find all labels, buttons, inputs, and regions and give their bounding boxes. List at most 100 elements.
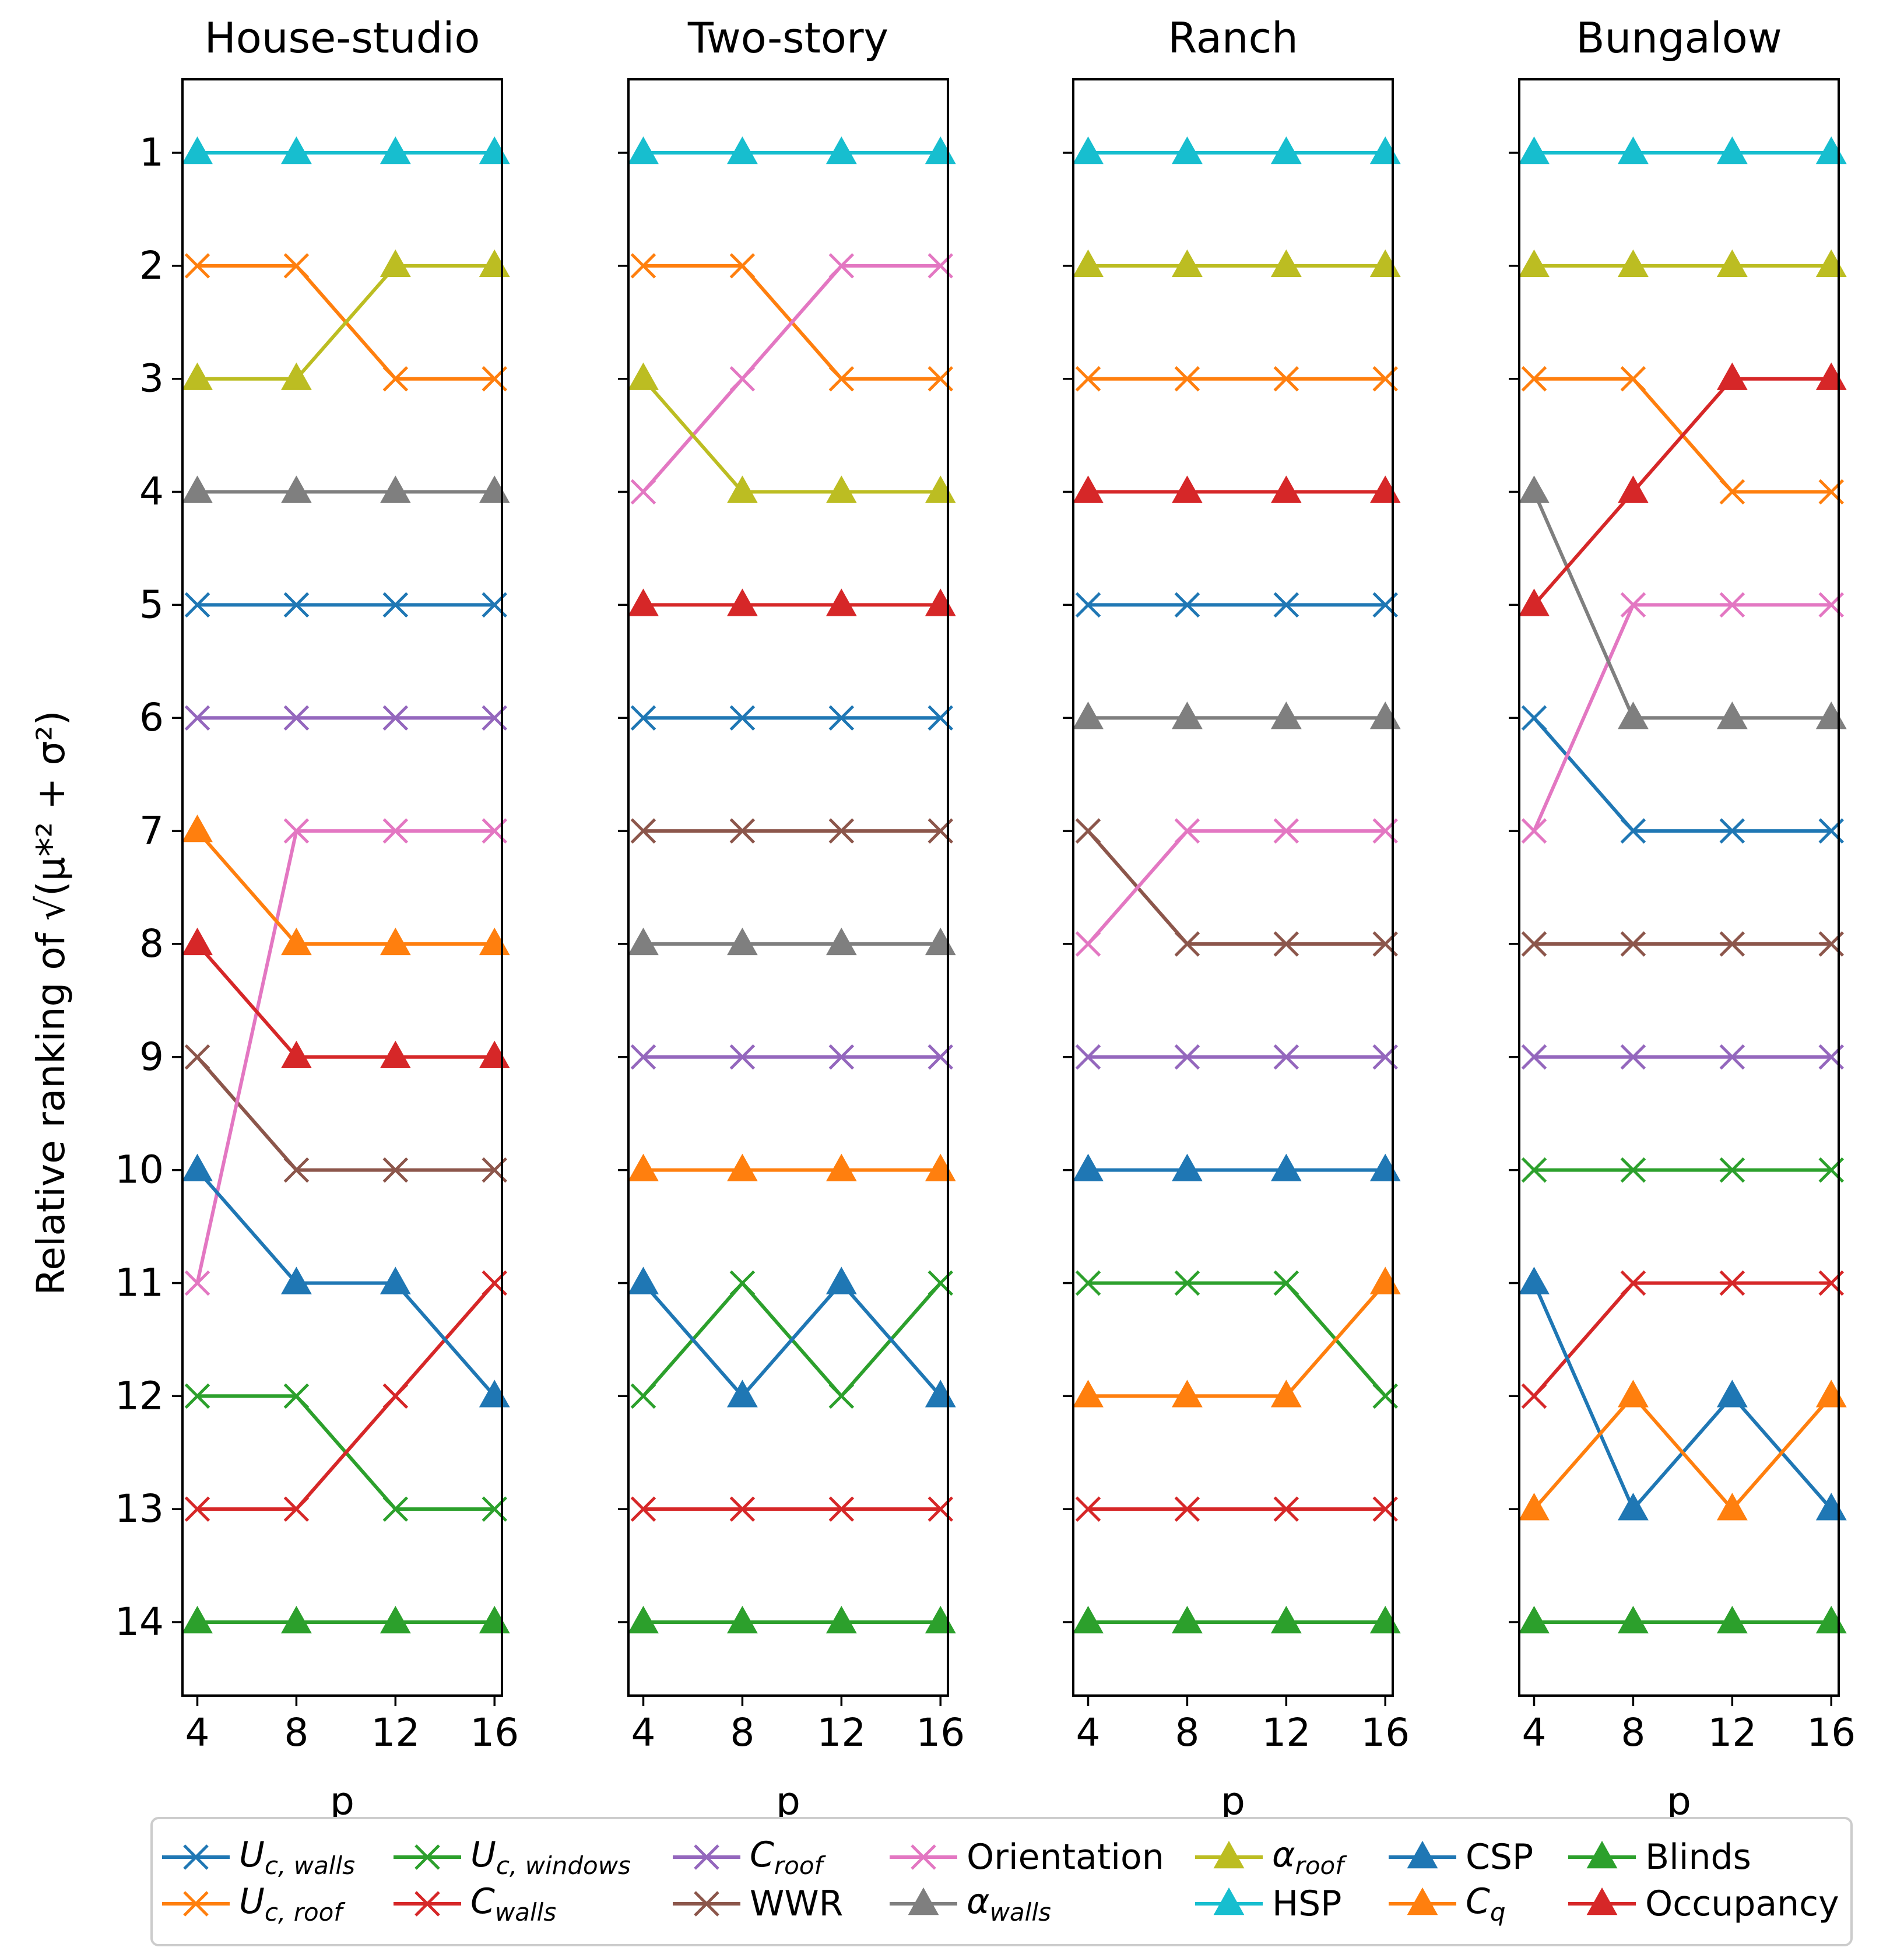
data-point <box>630 818 656 844</box>
legend-marker <box>1586 1887 1618 1915</box>
data-point <box>925 1605 956 1634</box>
data-point <box>1519 249 1550 278</box>
y-tick-label: 1 <box>139 130 164 175</box>
data-point <box>825 1153 857 1181</box>
data-point <box>182 927 213 956</box>
series-u-c-walls <box>630 705 954 731</box>
data-point <box>1521 705 1547 731</box>
data-point <box>382 366 409 392</box>
series-hsp <box>628 136 956 164</box>
data-point <box>1075 931 1101 957</box>
data-point <box>1174 931 1200 957</box>
data-point <box>825 588 857 616</box>
data-point <box>1620 931 1646 957</box>
legend-swatch <box>1195 1840 1263 1869</box>
series-csp <box>1073 1153 1401 1181</box>
data-point <box>630 1044 656 1070</box>
y-tick-label: 4 <box>139 469 164 514</box>
data-point <box>184 1383 210 1409</box>
data-point <box>1273 592 1299 618</box>
series-u-c-windows <box>1075 1270 1399 1409</box>
x-tick-label: 12 <box>1262 1710 1311 1755</box>
data-point <box>479 1040 510 1068</box>
data-point <box>1618 136 1649 164</box>
series-c-q <box>1073 1266 1401 1408</box>
data-point <box>1172 249 1203 278</box>
series-c-q <box>182 815 510 956</box>
data-point <box>825 1605 857 1634</box>
legend-marker <box>1213 1887 1245 1915</box>
data-point <box>281 136 312 164</box>
data-point <box>1273 1044 1299 1070</box>
panel-title: House-studio <box>205 13 480 62</box>
panel-3: Ranch 4 8 12 16 p <box>1063 13 1410 1824</box>
series-u-c-windows <box>1521 1157 1845 1183</box>
y-axis-label-text: Relative ranking of √(μ*² + σ²) <box>29 711 73 1296</box>
data-point <box>925 588 956 616</box>
data-point <box>1719 1157 1745 1183</box>
data-point <box>281 475 312 503</box>
data-point <box>828 366 855 392</box>
data-point <box>1172 475 1203 503</box>
series-line <box>1533 377 1832 606</box>
panel-frame <box>181 78 503 1697</box>
legend-label: Cq <box>1466 1881 1506 1927</box>
series-c-roof <box>1075 1044 1399 1070</box>
series-line <box>1533 1281 1832 1398</box>
data-point <box>1815 362 1847 390</box>
series-line <box>1533 1394 1833 1511</box>
series-line <box>1087 830 1386 946</box>
legend-marker <box>1213 1840 1245 1869</box>
data-point <box>1270 701 1302 729</box>
data-point <box>1172 701 1203 729</box>
data-point <box>1716 362 1748 390</box>
x-tick-label: 16 <box>916 1710 965 1755</box>
data-point <box>1075 1270 1101 1296</box>
y-tick-label: 9 <box>139 1034 164 1079</box>
series-occupancy <box>628 588 956 616</box>
data-point <box>828 253 855 279</box>
series-wwr <box>184 1044 508 1183</box>
data-point <box>1519 1605 1550 1634</box>
series-wwr <box>630 818 954 844</box>
data-point <box>479 136 510 164</box>
data-point <box>1270 1380 1302 1408</box>
legend-item-c-roof: Croof <box>672 1834 823 1880</box>
data-point <box>1521 818 1547 844</box>
series-line <box>1532 491 1832 720</box>
legend-label: Uc, roof <box>239 1881 343 1927</box>
legend-item-orientation: Orientation <box>888 1837 1164 1878</box>
legend-swatch <box>673 1844 740 1870</box>
data-point <box>630 253 656 279</box>
series-alpha-roof <box>1519 249 1847 278</box>
data-point <box>1620 1044 1646 1070</box>
data-point <box>382 1157 409 1183</box>
data-point <box>182 1153 213 1181</box>
legend-label: Croof <box>750 1834 823 1880</box>
y-tick-label: 5 <box>139 582 164 627</box>
legend-swatch <box>162 1891 230 1917</box>
legend-swatch <box>162 1844 230 1870</box>
data-point <box>1369 249 1401 278</box>
series-occupancy <box>182 927 510 1068</box>
legend-marker <box>911 1844 936 1870</box>
data-point <box>1620 1157 1646 1183</box>
data-point <box>1075 1044 1101 1070</box>
data-point <box>1618 1380 1649 1408</box>
data-point <box>1618 1493 1649 1521</box>
y-tick-label: 13 <box>115 1486 164 1531</box>
series-blinds <box>182 1605 510 1634</box>
data-point <box>184 253 210 279</box>
series-line <box>1532 603 1832 832</box>
data-point <box>1369 1153 1401 1181</box>
data-point <box>1273 1270 1299 1296</box>
data-point <box>1521 931 1547 957</box>
panel-title: Bungalow <box>1576 13 1782 62</box>
data-point <box>1618 475 1649 503</box>
series-hsp <box>182 136 510 164</box>
data-point <box>630 705 656 731</box>
data-point <box>281 927 312 956</box>
data-point <box>628 588 659 616</box>
panel-frame <box>627 78 949 1697</box>
series-line <box>642 377 941 494</box>
